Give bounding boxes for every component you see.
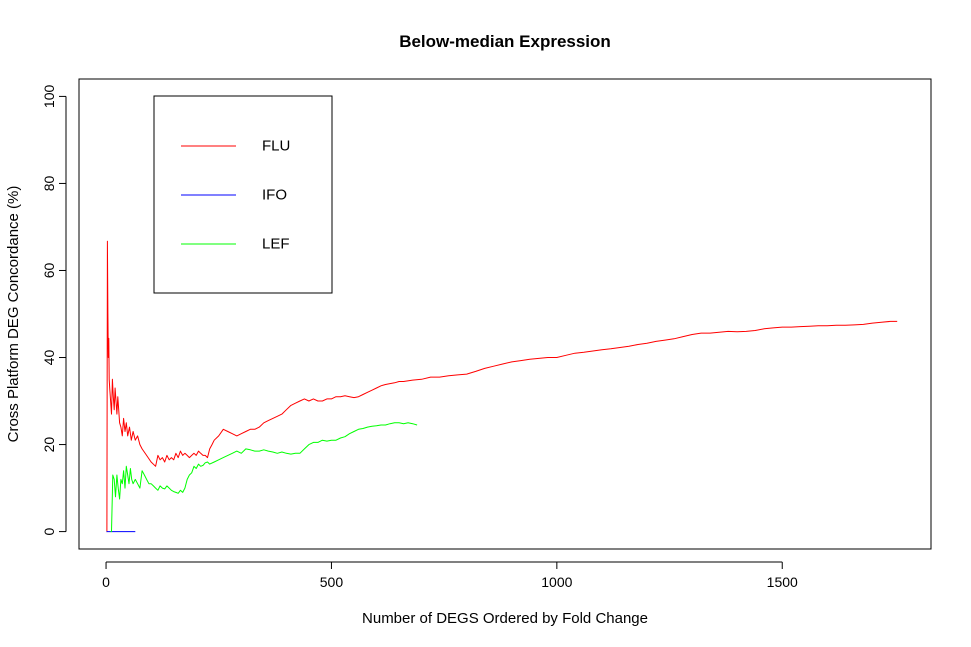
y-tick-label: 20 [41, 437, 57, 453]
legend: FLU IFO LEF [153, 95, 333, 294]
y-tick-label: 40 [41, 350, 57, 366]
x-tick-label: 1000 [541, 574, 572, 590]
plot-frame [78, 78, 932, 550]
y-tick-label: 0 [41, 527, 57, 535]
y-axis: 0 20 40 60 80 100 [41, 85, 67, 535]
legend-box [153, 95, 333, 294]
legend-label-ifo: IFO [262, 187, 287, 204]
x-tick-label: 0 [102, 574, 110, 590]
x-axis: 0 500 1000 1500 [102, 561, 798, 590]
y-tick-label: 60 [41, 262, 57, 278]
legend-label-lef: LEF [262, 236, 290, 253]
chart-title: Below-median Expression [399, 32, 611, 51]
y-tick-label: 80 [41, 175, 57, 191]
x-axis-label: Number of DEGS Ordered by Fold Change [362, 610, 648, 627]
series-line-lef [110, 422, 418, 533]
series-line-flu [106, 240, 898, 533]
legend-label-flu: FLU [262, 138, 290, 155]
series-group [106, 240, 898, 533]
x-tick-label: 500 [320, 574, 344, 590]
x-tick-label: 1500 [767, 574, 798, 590]
y-tick-label: 100 [41, 85, 57, 109]
y-axis-label: Cross Platform DEG Concordance (%) [5, 186, 22, 443]
